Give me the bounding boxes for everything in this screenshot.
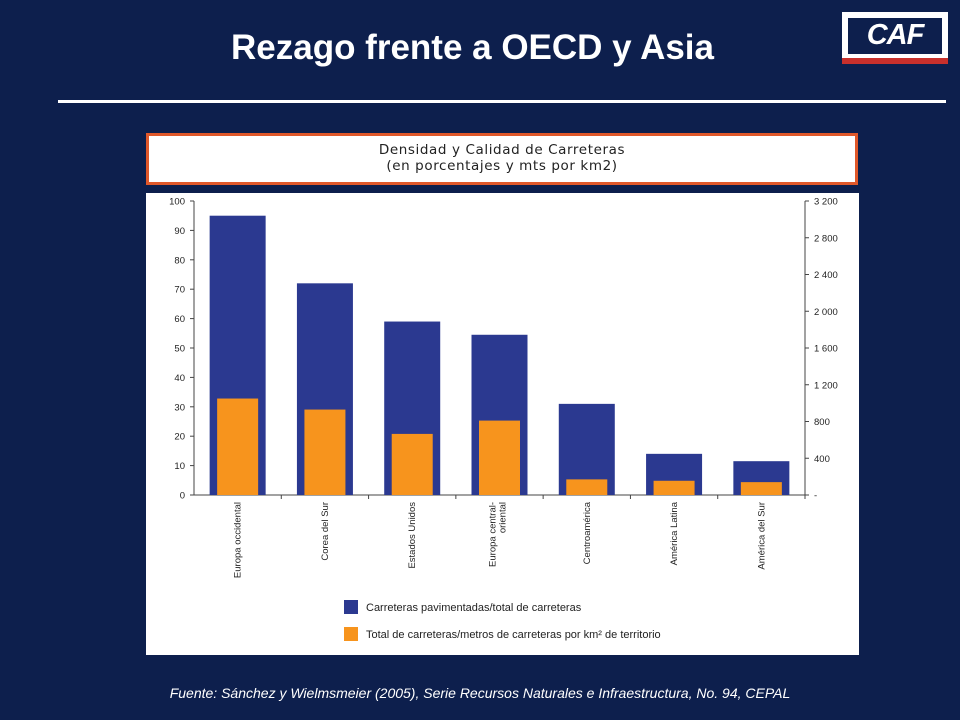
chart-subtitle: (en porcentajes y mts por km2): [386, 158, 618, 174]
title-divider: [58, 100, 946, 103]
chart-title: Densidad y Calidad de Carreteras: [378, 142, 626, 158]
category-label: América del Sur: [756, 502, 767, 570]
legend-label-blue: Carreteras pavimentadas/total de carrete…: [366, 602, 582, 614]
left-tick-label: 90: [174, 226, 185, 237]
chart-panel: 0 10 20 30 40 50 60 70 80 90 100 - 400 800 1 200 1 600 2…: [146, 193, 859, 655]
right-tick-label: 1 200: [814, 380, 838, 391]
left-tick-label: 10: [174, 461, 185, 472]
right-tick-label: -: [814, 491, 817, 502]
bar-road-density: [391, 433, 433, 495]
left-tick-label: 60: [174, 314, 185, 325]
caf-logo: CAF: [842, 12, 948, 64]
bar-road-density: [479, 420, 520, 495]
left-tick-label: 0: [180, 491, 185, 502]
left-tick-label: 80: [174, 255, 185, 266]
category-label: América Latina: [669, 501, 680, 565]
category-label: Centroamérica: [582, 501, 593, 564]
right-tick-label: 3 200: [814, 197, 838, 208]
bar-chart: 0 10 20 30 40 50 60 70 80 90 100 - 400 800 1 200 1 600 2…: [169, 197, 838, 641]
bar-road-density: [740, 482, 782, 495]
category-label: Estados Unidos: [407, 502, 418, 569]
legend-swatch-orange: [344, 627, 358, 641]
bar-road-density: [217, 398, 259, 495]
logo-red-bar: [842, 58, 948, 64]
bar-road-density: [304, 409, 346, 495]
right-tick-label: 2 400: [814, 270, 838, 281]
legend-swatch-blue: [344, 600, 358, 614]
slide-title: Rezago frente a OECD y Asia: [230, 28, 714, 67]
left-tick-label: 70: [174, 285, 185, 296]
chart-header-box: Densidad y Calidad de Carreteras (en por…: [146, 133, 858, 185]
left-tick-label: 30: [174, 402, 185, 413]
right-tick-label: 400: [814, 454, 830, 465]
logo-text: CAF: [866, 19, 925, 51]
left-tick-label: 50: [174, 344, 185, 355]
right-tick-label: 800: [814, 417, 830, 428]
category-label: Corea del Sur: [320, 502, 331, 561]
right-tick-label: 2 000: [814, 307, 838, 318]
bar-road-density: [653, 480, 695, 495]
source-note: Fuente: Sánchez y Wielmsmeier (2005), Se…: [169, 685, 791, 701]
bar-road-density: [566, 479, 608, 495]
left-tick-label: 20: [174, 432, 185, 443]
right-tick-label: 1 600: [814, 344, 838, 355]
legend-label-orange: Total de carreteras/metros de carreteras…: [366, 629, 661, 641]
category-label: Europa central-oriental: [488, 502, 509, 567]
left-tick-label: 40: [174, 373, 185, 384]
right-tick-label: 2 800: [814, 233, 838, 244]
left-tick-label: 100: [169, 197, 185, 208]
category-label: Europa occidental: [233, 502, 244, 578]
